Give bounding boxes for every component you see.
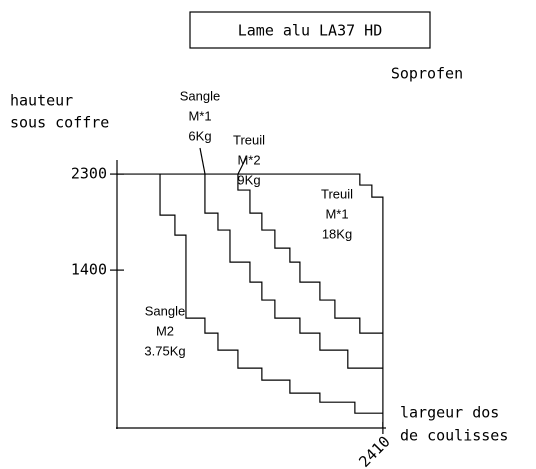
x-tick-label: 2410 [355, 433, 393, 469]
step-line [204, 174, 383, 369]
series-label: 18Kg [322, 226, 352, 241]
y-tick-label: 2300 [71, 165, 107, 183]
leader-line [199, 147, 206, 175]
y-tick-label: 1400 [71, 261, 107, 279]
subtitle: Soprofen [391, 65, 463, 83]
series-label: Sangle [145, 303, 185, 318]
y-axis-label: sous coffre [10, 114, 109, 132]
series-label: M*1 [188, 108, 211, 123]
leader-line [237, 157, 247, 175]
series-label: Treuil [233, 132, 265, 147]
step-line [117, 173, 384, 428]
x-axis-label: largeur dos [400, 404, 499, 422]
y-axis-label: hauteur [10, 92, 73, 110]
step-line [237, 174, 383, 334]
step-line [159, 174, 383, 414]
series-label: M2 [156, 323, 174, 338]
series-label: 3.75Kg [144, 343, 185, 358]
series-label: 6Kg [188, 128, 211, 143]
series-label: Treuil [321, 186, 353, 201]
series-label: Sangle [180, 88, 220, 103]
series-label: 9Kg [237, 172, 260, 187]
series-label: M*1 [325, 206, 348, 221]
chart-title: Lame alu LA37 HD [238, 22, 383, 40]
x-axis-label: de coulisses [400, 427, 508, 445]
title-box [189, 11, 431, 49]
series-label: M*2 [237, 152, 260, 167]
